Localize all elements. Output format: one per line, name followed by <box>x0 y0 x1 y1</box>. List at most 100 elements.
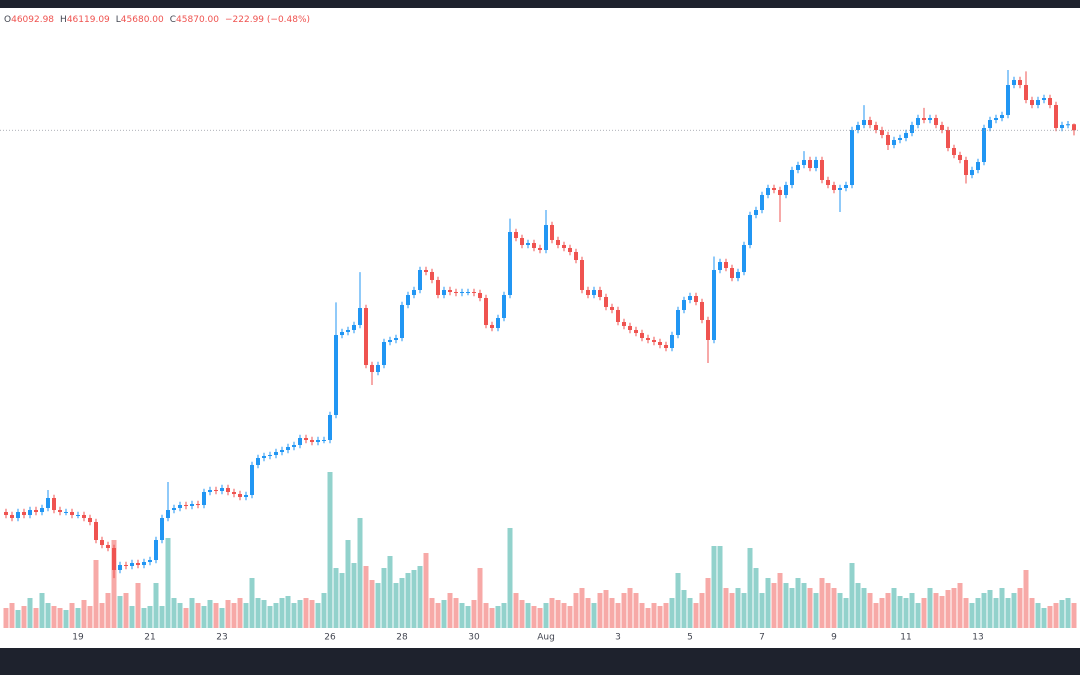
volume-bar <box>933 593 939 628</box>
candle-body <box>430 272 434 280</box>
candle-body <box>208 490 212 492</box>
candle-body <box>46 498 50 508</box>
volume-bar <box>303 598 309 628</box>
volume-bar <box>975 598 981 628</box>
candle-body <box>538 248 542 250</box>
volume-bar <box>573 593 579 628</box>
candle-body <box>412 290 416 295</box>
volume-bar <box>321 593 327 628</box>
volume-bar <box>729 593 735 628</box>
candle-body <box>202 492 206 505</box>
candle-body <box>178 505 182 508</box>
volume-bar <box>687 598 693 628</box>
volume-bar <box>441 600 447 628</box>
volume-bar <box>153 583 159 628</box>
volume-bar <box>759 593 765 628</box>
candle-body <box>52 498 56 510</box>
candle-body <box>184 505 188 506</box>
volume-bar <box>21 606 27 628</box>
candle-body <box>64 512 68 513</box>
volume-bar <box>519 600 525 628</box>
volume-bar <box>849 563 855 628</box>
candle-body <box>286 447 290 450</box>
candle-body <box>16 512 20 518</box>
volume-bar <box>873 603 879 628</box>
candle-body <box>328 415 332 440</box>
legend-label: O <box>4 15 11 25</box>
volume-bar <box>951 588 957 628</box>
candle-body <box>388 340 392 342</box>
volume-bar <box>837 593 843 628</box>
candle-body <box>136 563 140 565</box>
candle-body <box>958 155 962 160</box>
legend-label: L <box>116 15 121 25</box>
volume-bar <box>531 606 537 628</box>
candle-body <box>670 335 674 348</box>
candle-body <box>682 300 686 310</box>
volume-bar <box>591 603 597 628</box>
x-tick-label: 28 <box>396 633 408 643</box>
candle-body <box>898 138 902 140</box>
candle-body <box>472 292 476 293</box>
volume-bar <box>345 540 351 628</box>
volume-bar <box>765 578 771 628</box>
candle-body <box>376 365 380 372</box>
candle-body <box>784 185 788 195</box>
volume-bar <box>309 600 315 628</box>
candle-body <box>526 243 530 245</box>
volume-bar <box>663 603 669 628</box>
volume-bar <box>435 603 441 628</box>
candle-body <box>196 504 200 505</box>
candle-body <box>706 320 710 340</box>
volume-bar <box>39 593 45 628</box>
volume-bar <box>315 603 321 628</box>
volume-bar <box>957 583 963 628</box>
volume-bar <box>111 540 117 628</box>
candle-body <box>70 512 74 515</box>
candle-body <box>742 245 746 272</box>
candle-body <box>736 272 740 278</box>
volume-bar <box>213 603 219 628</box>
candle-body <box>976 162 980 170</box>
candle-body <box>544 225 548 250</box>
volume-bar <box>273 603 279 628</box>
legend-label: C <box>170 15 176 25</box>
volume-bar <box>717 546 723 628</box>
candle-body <box>604 297 608 307</box>
volume-bar <box>825 583 831 628</box>
x-tick-label: 11 <box>900 633 911 643</box>
volume-bar <box>45 603 51 628</box>
volume-bar <box>393 583 399 628</box>
volume-bar <box>819 578 825 628</box>
candle-body <box>106 545 110 548</box>
candle-body <box>646 338 650 340</box>
volume-bar <box>723 588 729 628</box>
candle-body <box>58 510 62 512</box>
candle-body <box>988 120 992 128</box>
volume-bar <box>1053 603 1059 628</box>
candle-body <box>292 445 296 447</box>
volume-bar <box>363 566 369 628</box>
volume-bar <box>33 608 39 628</box>
candle-body <box>448 290 452 292</box>
volume-bar <box>651 603 657 628</box>
volume-bar <box>807 588 813 628</box>
candle-body <box>400 305 404 338</box>
volume-bar <box>447 593 453 628</box>
volume-bar <box>387 556 393 628</box>
volume-bar <box>645 608 651 628</box>
volume-bar <box>909 593 915 628</box>
volume-bar <box>1041 608 1047 628</box>
volume-bar <box>123 593 129 628</box>
volume-bar <box>525 603 531 628</box>
volume-bar <box>489 608 495 628</box>
volume-bar <box>585 598 591 628</box>
volume-bar <box>555 600 561 628</box>
candle-body <box>928 118 932 120</box>
x-tick-label: 21 <box>144 633 155 643</box>
candle-body <box>1036 100 1040 105</box>
x-tick-label: 19 <box>72 633 84 643</box>
volume-bar <box>597 593 603 628</box>
